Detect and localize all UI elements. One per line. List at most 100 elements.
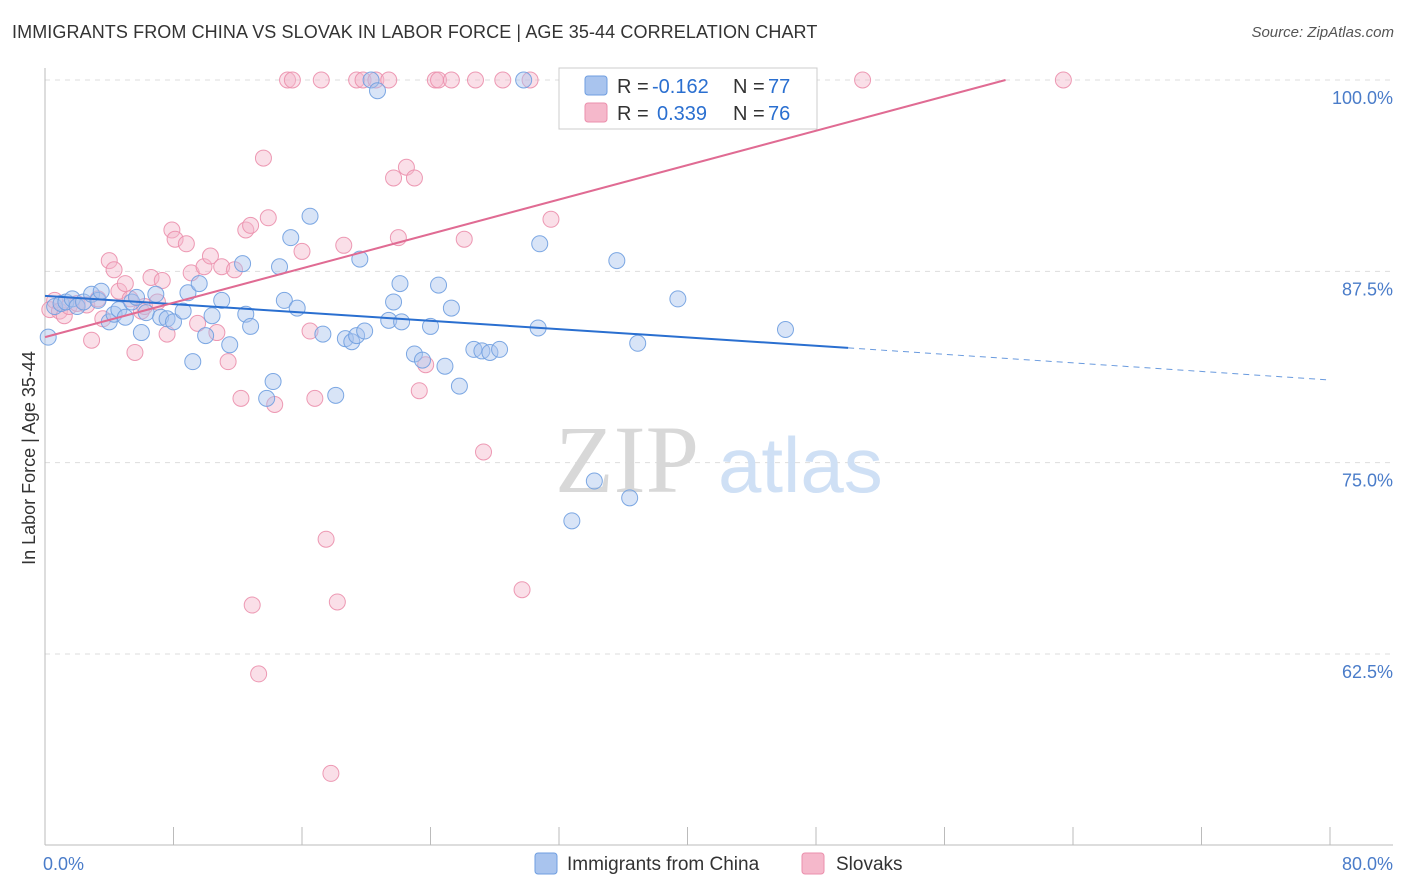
- china-point-46: [356, 322, 374, 340]
- tick-labels: 62.5% 75.0% 87.5% 100.0%: [1332, 88, 1393, 682]
- china-point-68: [585, 472, 603, 490]
- slovak-point-74: [854, 71, 872, 89]
- china-point-73: [776, 320, 794, 338]
- china-point-44: [348, 327, 366, 345]
- slovak-point-69: [521, 71, 539, 89]
- slovak-point-18: [142, 268, 160, 286]
- legend-china-r-value: -0.162: [652, 76, 709, 98]
- slovak-point-62: [430, 71, 448, 89]
- china-point-50: [385, 293, 403, 311]
- slovak-point-58: [405, 169, 423, 187]
- slovak-point-15: [126, 343, 144, 361]
- legend-china-r-label: R =: [617, 76, 649, 98]
- slovak-point-30: [213, 258, 231, 276]
- slovak-point-45: [306, 389, 324, 407]
- china-point-36: [275, 291, 293, 309]
- legend: R = -0.162 N = 77 R = 0.339 N = 76: [558, 67, 818, 130]
- slovak-point-11: [105, 261, 123, 279]
- china-point-9: [92, 282, 110, 300]
- slovak-point-28: [201, 247, 219, 265]
- china-point-37: [282, 229, 300, 247]
- slovak-point-37: [250, 665, 268, 683]
- slovak-point-44: [301, 322, 319, 340]
- china-point-38: [288, 299, 306, 317]
- slovak-point-59: [410, 382, 428, 400]
- china-point-67: [563, 512, 581, 530]
- slovak-point-22: [163, 221, 181, 239]
- china-point-21: [165, 313, 182, 331]
- slovak-point-65: [466, 71, 484, 89]
- slovak-trend-line: [44, 79, 1006, 339]
- china-point-41: [327, 386, 345, 404]
- china-point-29: [221, 336, 239, 354]
- slovak-point-55: [385, 169, 403, 187]
- slovak-point-14: [121, 290, 139, 308]
- slovak-point-50: [335, 236, 353, 254]
- china-point-25: [190, 275, 208, 293]
- slovak-point-20: [153, 272, 171, 290]
- legend-slovak-r-label: R =: [617, 103, 649, 125]
- x-axis-max-label: 80.0%: [1342, 854, 1393, 874]
- bottom-legend: Immigrants from China Slovaks: [534, 852, 903, 875]
- x-axis-min-label: 0.0%: [43, 854, 84, 874]
- legend-china-swatch: [584, 75, 608, 96]
- slovak-point-63: [442, 71, 460, 89]
- china-point-48: [368, 82, 386, 100]
- slovak-point-10: [100, 252, 118, 270]
- bottom-legend-china-label: Immigrants from China: [567, 854, 760, 875]
- china-point-58: [442, 299, 460, 317]
- slovak-point-27: [195, 258, 213, 276]
- china-point-39: [301, 207, 319, 225]
- slovak-point-66: [475, 443, 493, 461]
- trend-lines: [44, 79, 1331, 381]
- china-point-24: [184, 353, 202, 371]
- slovak-point-34: [237, 221, 255, 239]
- slovak-point-48: [322, 764, 340, 782]
- china-point-64: [515, 71, 533, 89]
- legend-slovak-swatch: [584, 102, 608, 123]
- slovak-point-41: [279, 71, 297, 89]
- china-point-59: [450, 377, 468, 395]
- slovak-point-46: [312, 71, 330, 89]
- china-point-33: [258, 389, 276, 407]
- slovak-point-33: [232, 389, 250, 407]
- china-point-22: [174, 302, 192, 320]
- slovak-point-38: [254, 149, 272, 167]
- slovak-point-36: [243, 596, 261, 614]
- slovak-point-39: [259, 209, 277, 227]
- china-point-23: [179, 284, 197, 302]
- y-tick-label-3: 100.0%: [1332, 88, 1393, 108]
- y-axis-label: In Labor Force | Age 35-44: [19, 351, 39, 565]
- slovak-point-29: [208, 324, 226, 342]
- legend-china-n-label: N =: [733, 76, 765, 98]
- y-tick-label-2: 87.5%: [1342, 279, 1393, 299]
- chart-title: IMMIGRANTS FROM CHINA VS SLOVAK IN LABOR…: [12, 22, 818, 42]
- slovak-point-13: [116, 275, 134, 293]
- slovak-point-70: [542, 210, 560, 228]
- watermark-atlas: atlas: [718, 421, 883, 509]
- slovak-point-64: [455, 230, 473, 248]
- slovak-point-23: [166, 230, 184, 248]
- china-point-28: [213, 291, 231, 309]
- china-point-16: [132, 324, 150, 342]
- china-point-66: [531, 235, 549, 253]
- china-point-69: [608, 252, 626, 270]
- bottom-legend-china-swatch: [534, 852, 558, 875]
- china-point-47: [362, 71, 380, 89]
- slovak-point-43: [293, 242, 311, 260]
- china-point-49: [380, 311, 398, 329]
- china-point-56: [422, 317, 439, 335]
- slovak-point-26: [189, 314, 207, 332]
- slovak-point-49: [328, 593, 346, 611]
- china-point-31: [234, 255, 252, 273]
- slovak-point-75: [1054, 71, 1072, 89]
- china-point-51: [391, 275, 409, 293]
- slovak-point-7: [83, 331, 101, 349]
- slovak-point-47: [317, 530, 335, 548]
- slovak-point-31: [219, 353, 237, 371]
- legend-slovak-r-value: 0.339: [657, 103, 707, 125]
- china-point-72: [669, 290, 687, 308]
- grid-lines: [45, 79, 1393, 655]
- china-point-32: [242, 317, 260, 335]
